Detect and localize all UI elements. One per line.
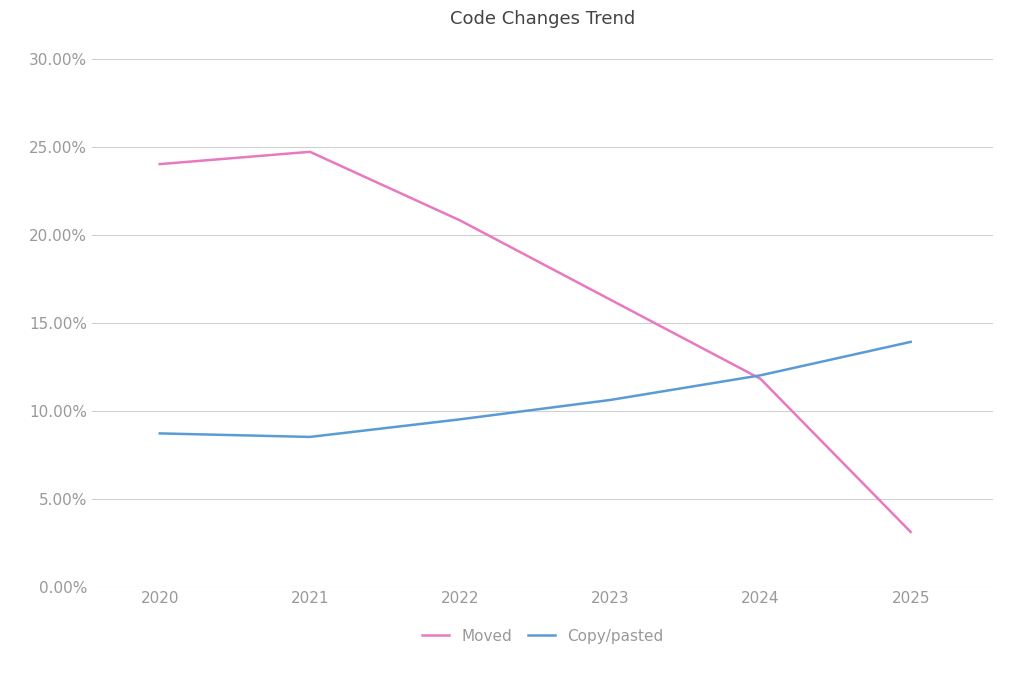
Copy/pasted xyxy=(755,371,767,379)
Copy/pasted xyxy=(154,429,166,437)
Legend: Moved, Copy/pasted: Moved, Copy/pasted xyxy=(416,623,670,650)
Moved xyxy=(154,160,166,168)
Moved xyxy=(454,216,466,224)
Moved xyxy=(304,148,316,156)
Copy/pasted xyxy=(904,338,916,346)
Copy/pasted xyxy=(454,415,466,424)
Copy/pasted xyxy=(304,433,316,441)
Line: Copy/pasted: Copy/pasted xyxy=(160,342,910,437)
Moved xyxy=(604,295,616,303)
Line: Moved: Moved xyxy=(160,152,910,532)
Moved xyxy=(904,528,916,536)
Moved xyxy=(755,374,767,383)
Title: Code Changes Trend: Code Changes Trend xyxy=(451,10,635,28)
Copy/pasted xyxy=(604,396,616,404)
